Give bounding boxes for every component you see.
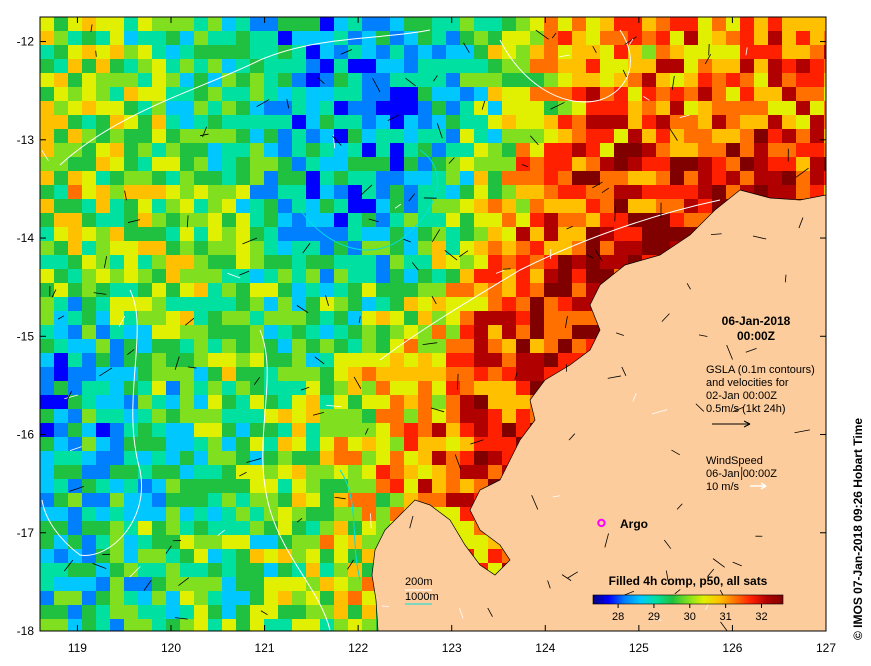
- land-mass: [371, 189, 826, 631]
- isobath-1000-label: 1000m: [405, 591, 439, 603]
- gsla-legend: GSLA (0.1m contours) and velocities for …: [706, 364, 815, 428]
- gsla-line-4: 0.5m/s (1kt 24h): [706, 403, 785, 415]
- isobath-200-label: 200m: [405, 576, 433, 588]
- wind-legend: WindSpeed 06-Jan 00:00Z 10 m/s: [706, 455, 777, 493]
- imos-credit: © IMOS 07-Jan-2018 09:26 Hobart Time: [851, 418, 865, 640]
- wind-line-3: 10 m/s: [706, 481, 740, 493]
- colorbar-tick-label: 28: [612, 611, 624, 623]
- argo-label: Argo: [620, 517, 648, 531]
- lon-tick-label: 120: [161, 641, 181, 655]
- contour-line: [499, 29, 631, 103]
- velocity-arrows: [41, 24, 810, 631]
- colorbar-tick-label: 29: [648, 611, 660, 623]
- plot-frame: [39, 16, 827, 632]
- isobath-legend: 200m 1000m: [405, 576, 439, 605]
- map-date: 06-Jan-2018: [722, 314, 791, 328]
- map-time: 00:00Z: [737, 329, 775, 343]
- latitude-axis: -12 -13 -14 -15 -16 -17 -18: [17, 35, 826, 638]
- wind-scale-arrowhead: [760, 482, 767, 490]
- gsla-line-1: GSLA (0.1m contours): [706, 364, 815, 376]
- wind-line-1: WindSpeed: [706, 455, 763, 467]
- colorbar-bar: [592, 594, 784, 605]
- lon-tick-label: 121: [255, 641, 275, 655]
- colorbar: Filled 4h comp, p50, all sats 28 29 30 31 32: [592, 574, 784, 623]
- lon-tick-label: 125: [629, 641, 649, 655]
- lat-tick-label: -15: [17, 329, 35, 343]
- contour-line: [299, 149, 438, 251]
- colorbar-title: Filled 4h comp, p50, all sats: [609, 574, 768, 588]
- lon-tick-label: 124: [535, 641, 555, 655]
- lat-tick-label: -16: [17, 428, 35, 442]
- longitude-axis: 119 120 121 122 123 124 125 126 127: [68, 17, 836, 655]
- lat-tick-label: -18: [17, 624, 35, 638]
- lat-tick-label: -13: [17, 133, 35, 147]
- lon-tick-label: 126: [722, 641, 742, 655]
- contour-line: [59, 29, 431, 166]
- lon-tick-label: 123: [442, 641, 462, 655]
- lon-tick-label: 122: [348, 641, 368, 655]
- lat-tick-label: -17: [17, 526, 35, 540]
- lat-tick-label: -12: [17, 35, 35, 49]
- gsla-line-3: 02-Jan 00:00Z: [706, 390, 777, 402]
- colorbar-ticks: 28 29 30 31 32: [612, 604, 768, 623]
- gsla-line-2: and velocities for: [706, 377, 789, 389]
- contour-line: [379, 199, 721, 361]
- contour-line: [259, 329, 331, 631]
- contours: [41, 29, 721, 631]
- wind-line-2: 06-Jan 00:00Z: [706, 468, 777, 480]
- contour-line: [339, 469, 361, 581]
- argo-marker: Argo: [597, 517, 648, 531]
- colorbar-tick-label: 30: [684, 611, 696, 623]
- contour-line: [41, 289, 142, 556]
- lon-tick-label: 119: [68, 641, 87, 655]
- velocity-scale-arrowhead: [743, 420, 751, 428]
- lat-tick-label: -14: [17, 231, 35, 245]
- colorbar-tick-label: 32: [755, 611, 767, 623]
- colorbar-tick-label: 31: [720, 611, 732, 623]
- lon-tick-label: 127: [816, 641, 836, 655]
- argo-icon: [597, 518, 606, 528]
